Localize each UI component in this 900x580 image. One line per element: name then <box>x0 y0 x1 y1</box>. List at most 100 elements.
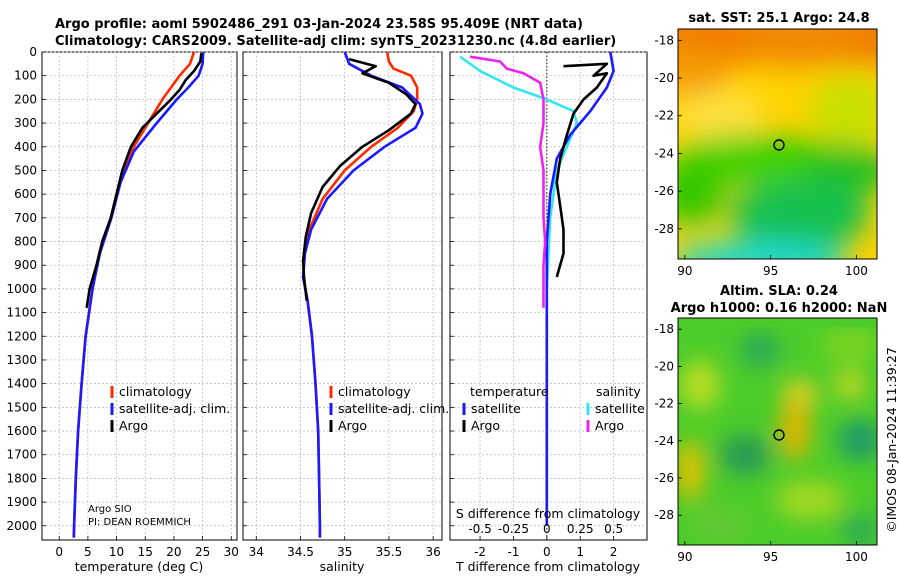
map-y-tick-label: -18 <box>654 322 674 336</box>
map-x-tick-label: 90 <box>677 264 692 278</box>
map-x-tick-label: 100 <box>845 550 868 564</box>
title-line-1: Argo profile: aoml 5902486_291 03-Jan-20… <box>55 17 583 32</box>
y-tick-label: 1100 <box>6 306 37 320</box>
x-tick-label: 2 <box>610 545 618 559</box>
s-tick-label: -0.5 <box>468 522 491 536</box>
map-y-tick-label: -22 <box>654 397 674 411</box>
y-tick-label: 1300 <box>6 353 37 367</box>
map-x-tick-label: 95 <box>763 264 778 278</box>
x-tick-label: 34.5 <box>287 545 314 559</box>
series-line-satellite-adj-clim- <box>72 51 205 538</box>
legend-label-argo: Argo <box>119 418 148 433</box>
credit-line-1: Argo SIO <box>88 504 132 515</box>
y-tick-label: 2000 <box>6 519 37 533</box>
title-line-2: Climatology: CARS2009. Satellite-adj cli… <box>55 34 616 49</box>
difference-panel-frame <box>449 51 648 541</box>
legend-label-temp-satellite: satellite <box>471 401 521 416</box>
x-tick-label: -2 <box>474 545 486 559</box>
y-tick-label: 600 <box>14 187 37 201</box>
y-tick-label: 100 <box>14 69 37 83</box>
s-tick-label: 0 <box>543 522 551 536</box>
y-tick-label: 200 <box>14 92 37 106</box>
y-tick-label: 800 <box>14 235 37 249</box>
salinity-x-label: salinity <box>320 559 365 574</box>
timestamp-copyright: ©IMOS 08-Jan-2024 11:39:27 <box>884 347 899 533</box>
y-tick-label: 300 <box>14 116 37 130</box>
map-y-tick-label: -28 <box>654 508 674 522</box>
legend-title-temperature: temperature <box>470 384 549 399</box>
x-tick-label: 20 <box>166 545 181 559</box>
temperature-legend: climatology satellite-adj. clim. Argo <box>110 384 230 433</box>
difference-legend: temperature salinity satellite Argo sate… <box>462 384 645 433</box>
y-tick-label: 0 <box>29 45 37 59</box>
y-tick-label: 1000 <box>6 282 37 296</box>
salinity-panel: 34 34.5 35 35.5 36 salinity climatology sate… <box>242 51 449 574</box>
credit-line-2: PI: DEAN ROEMMICH <box>88 517 191 528</box>
y-tick-label: 500 <box>14 163 37 177</box>
legend-title-salinity: salinity <box>596 384 641 399</box>
map-y-tick-label: -20 <box>654 71 674 85</box>
x-tick-label: 36 <box>426 545 441 559</box>
y-tick-label: 700 <box>14 211 37 225</box>
sla-map-title-1: Altim. SLA: 0.24 <box>720 284 838 299</box>
series-line-salinity-satellite <box>459 55 579 526</box>
map-x-tick-label: 100 <box>845 264 868 278</box>
difference-panel: -2 -1 0 1 2 -0.5 -0.25 0 0.25 0.5 T difference fr… <box>449 51 648 574</box>
salinity-panel-frame <box>242 51 443 541</box>
legend-label-temp-argo: Argo <box>471 418 500 433</box>
legend-label-satellite: satellite-adj. clim. <box>338 401 449 416</box>
map-y-tick-label: -24 <box>654 146 674 160</box>
s-tick-label: -0.25 <box>498 522 529 536</box>
series-line-satellite-adj-clim- <box>301 51 424 538</box>
sla-map: Altim. SLA: 0.24 Argo h1000: 0.16 h2000:… <box>654 284 887 564</box>
y-tick-label: 1400 <box>6 377 37 391</box>
map-y-tick-label: -20 <box>654 359 674 373</box>
x-tick-label: 35 <box>337 545 352 559</box>
temperature-panel: 0100200300400500600700800900100011001200… <box>6 45 238 574</box>
y-tick-label: 1200 <box>6 329 37 343</box>
legend-label-climatology: climatology <box>338 384 411 399</box>
y-tick-label: 1700 <box>6 448 37 462</box>
series-line-argo <box>85 53 203 308</box>
x-tick-label: 1 <box>576 545 584 559</box>
legend-label-argo: Argo <box>338 418 367 433</box>
y-tick-label: 1600 <box>6 424 37 438</box>
legend-label-sal-satellite: satellite <box>595 401 645 416</box>
map-x-tick-label: 90 <box>677 550 692 564</box>
map-y-tick-label: -24 <box>654 434 674 448</box>
temperature-panel-frame <box>41 51 238 541</box>
map-y-tick-label: -26 <box>654 471 674 485</box>
sla-field <box>678 327 877 545</box>
x-tick-label: 25 <box>195 545 210 559</box>
salinity-legend: climatology satellite-adj. clim. Argo <box>329 384 449 433</box>
sst-map: sat. SST: 25.1 Argo: 24.8 90 95 100 -18 -20 -… <box>654 11 878 278</box>
x-tick-label: -1 <box>507 545 519 559</box>
legend-label-sal-argo: Argo <box>595 418 624 433</box>
x-tick-label: 0 <box>55 545 63 559</box>
s-tick-label: 0.25 <box>567 522 594 536</box>
sla-map-title-2: Argo h1000: 0.16 h2000: NaN <box>671 301 888 316</box>
legend-label-climatology: climatology <box>119 384 192 399</box>
x-tick-label: 30 <box>224 545 239 559</box>
y-tick-label: 900 <box>14 258 37 272</box>
series-line-temperature-argo <box>555 62 609 278</box>
map-x-tick-label: 95 <box>763 550 778 564</box>
map-y-tick-label: -18 <box>654 33 674 47</box>
series-line-argo <box>301 57 417 301</box>
y-tick-label: 1500 <box>6 400 37 414</box>
x-tick-label: 5 <box>84 545 92 559</box>
map-y-tick-label: -26 <box>654 184 674 198</box>
argo-location-marker <box>773 139 785 151</box>
y-tick-label: 1900 <box>6 495 37 509</box>
sst-field <box>678 29 877 259</box>
argo-location-marker <box>773 429 785 441</box>
x-tick-label: 0 <box>543 545 551 559</box>
map-y-tick-label: -28 <box>654 222 674 236</box>
s-difference-label: S difference from climatology <box>456 506 641 521</box>
series-line-salinity-argo <box>469 55 547 308</box>
difference-x-label: T difference from climatology <box>455 559 641 574</box>
legend-label-satellite: satellite-adj. clim. <box>119 401 230 416</box>
temperature-x-label: temperature (deg C) <box>75 559 204 574</box>
s-tick-label: 0.5 <box>604 522 623 536</box>
